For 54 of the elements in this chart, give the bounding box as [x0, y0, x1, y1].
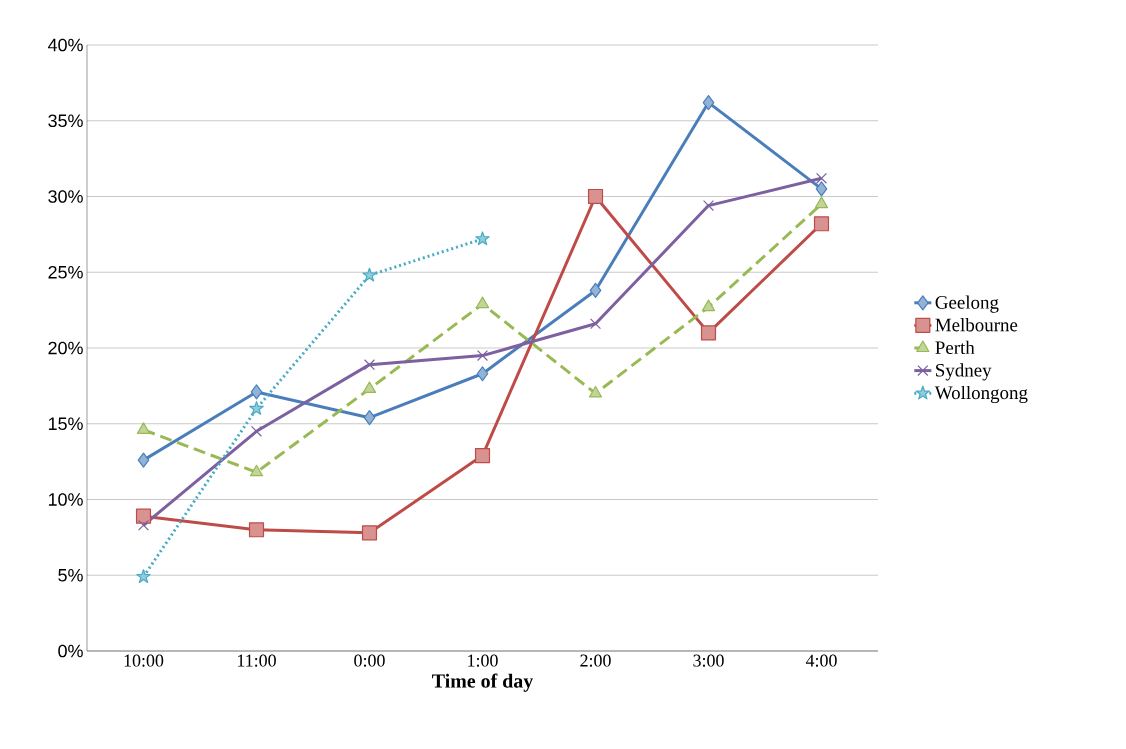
x-tick-label: 11:00 [237, 654, 276, 667]
point [362, 267, 377, 282]
y-tick-label: 40% [48, 38, 83, 52]
point [136, 569, 151, 584]
point [137, 519, 150, 531]
point [588, 385, 603, 398]
point [475, 231, 490, 246]
x-tick-label: 2:00 [580, 654, 611, 667]
point [249, 401, 264, 415]
point [589, 282, 602, 298]
point [249, 464, 264, 477]
y-tick-label: 0% [58, 644, 83, 658]
point [474, 447, 491, 464]
point [362, 381, 377, 393]
point [136, 422, 151, 434]
x-tick-label: 3:00 [693, 654, 724, 667]
point [363, 359, 376, 371]
point [248, 522, 265, 538]
y-tick-label: 5% [58, 568, 83, 582]
point [363, 410, 376, 426]
point [702, 200, 715, 212]
point [250, 425, 263, 437]
point [814, 196, 829, 209]
point [250, 384, 263, 400]
legend-label: Melbourne [935, 318, 1018, 332]
legend-label: Wollongong [934, 385, 1028, 404]
x-tick-label: 10:00 [124, 654, 164, 667]
legend-label: Geelong [935, 295, 999, 313]
point [137, 452, 150, 468]
point [589, 318, 602, 330]
x-tick-label: 1:00 [468, 654, 498, 667]
y-tick-label: 15% [48, 417, 83, 431]
point [700, 325, 717, 341]
legend-label: Sydney [936, 363, 992, 381]
y-tick-label: 20% [48, 341, 83, 355]
point [361, 525, 378, 541]
point [701, 299, 716, 312]
point [476, 350, 489, 362]
y-tick-label: 10% [48, 493, 83, 506]
point [476, 366, 489, 382]
point [587, 188, 604, 205]
y-tick-label: 30% [48, 190, 83, 203]
x-tick-label: 0:00 [354, 654, 385, 667]
y-tick-label: 35% [48, 114, 83, 128]
x-tick-label: 4:00 [805, 654, 837, 667]
point [815, 172, 828, 184]
point [702, 94, 715, 111]
legend-label: Perth [935, 340, 975, 354]
x-axis-title: Time of day [432, 673, 534, 692]
point [475, 296, 490, 309]
point [135, 508, 152, 524]
point [815, 181, 828, 197]
y-tick-label: 25% [48, 265, 83, 279]
point [813, 216, 830, 232]
